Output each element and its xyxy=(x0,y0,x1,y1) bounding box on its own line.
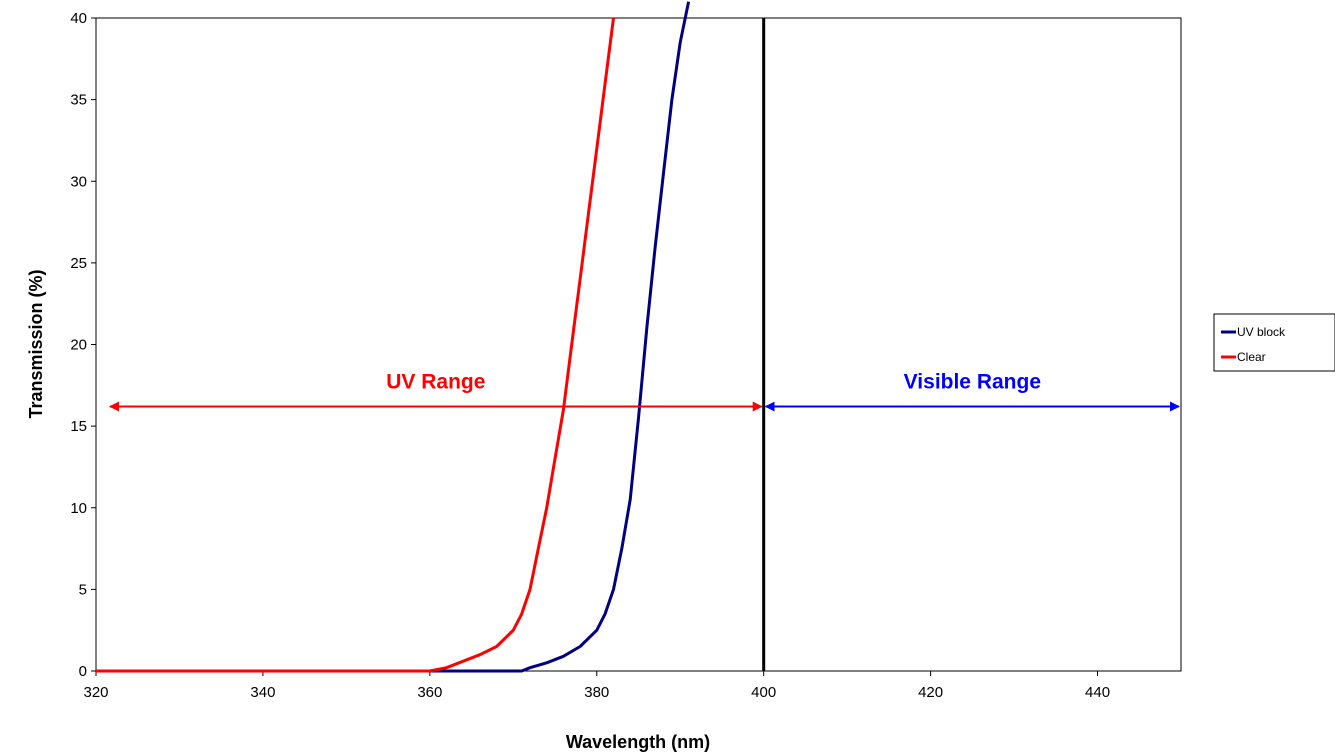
range-label-visible-range: Visible Range xyxy=(904,371,1041,394)
x-axis: 320 340 360 380 400 420 440 xyxy=(83,671,1110,701)
series-line-uv-block xyxy=(346,1,691,673)
y-tick-label: 40 xyxy=(70,10,87,27)
x-tick-label: 440 xyxy=(1085,684,1110,701)
y-tick-label: 10 xyxy=(70,500,87,517)
y-axis-title: Transmission (%) xyxy=(26,269,46,418)
x-tick-label: 340 xyxy=(250,684,275,701)
series-layer xyxy=(96,1,766,673)
y-tick-label: 25 xyxy=(70,255,87,272)
legend-box xyxy=(1213,313,1335,372)
x-tick-label: 320 xyxy=(83,684,108,701)
range-label-uv-range: UV Range xyxy=(386,371,485,394)
y-tick-label: 35 xyxy=(70,92,87,109)
y-tick-label: 5 xyxy=(79,581,87,598)
x-tick-label: 420 xyxy=(918,684,943,701)
y-tick-label: 15 xyxy=(70,418,87,435)
x-tick-label: 360 xyxy=(417,684,442,701)
y-axis: 0 5 10 15 20 25 30 35 40 xyxy=(70,10,96,680)
x-tick-label: 400 xyxy=(751,684,776,701)
legend: UV block Clear xyxy=(1213,313,1335,372)
legend-label-clear: Clear xyxy=(1237,350,1266,364)
y-tick-label: 30 xyxy=(70,173,87,190)
x-tick-label: 380 xyxy=(584,684,609,701)
annotation-layer: UV Range Visible Range xyxy=(109,371,1180,412)
y-tick-label: 20 xyxy=(70,337,87,354)
series-line-clear xyxy=(96,17,615,673)
y-tick-label: 0 xyxy=(79,663,87,680)
x-axis-title: Wavelength (nm) xyxy=(566,732,710,752)
plot-area xyxy=(95,17,1182,672)
legend-label-uv-block: UV block xyxy=(1237,325,1286,339)
